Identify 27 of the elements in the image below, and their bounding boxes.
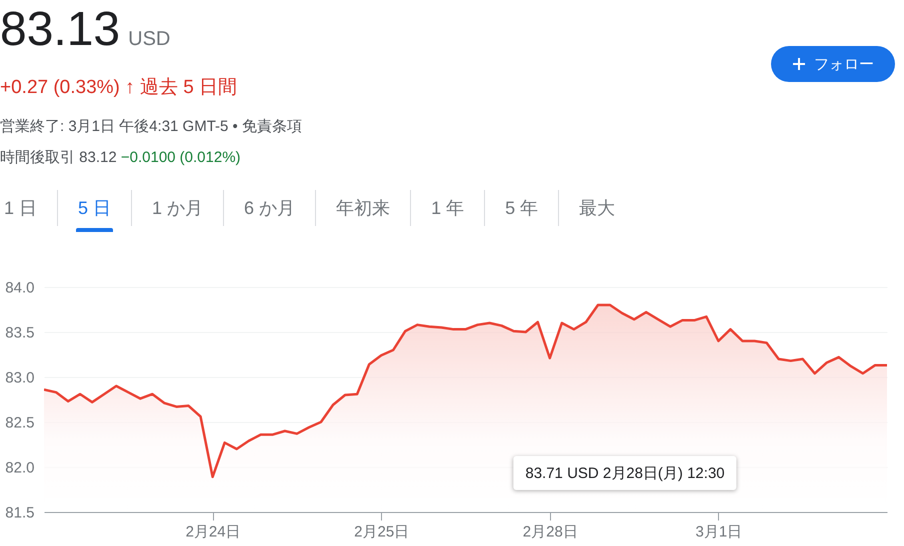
text: 営業終了: 3月1日 午後4:31 GMT-5 • 免責条項 xyxy=(0,117,302,136)
text: 1 日 xyxy=(3,197,38,220)
text: 時間後取引 83.12 xyxy=(0,149,117,166)
text: 1 か月 xyxy=(131,190,224,226)
text: −0.0100 (0.012%) xyxy=(120,149,241,166)
text: 年初来 xyxy=(315,190,410,226)
y-tick-label: 82.5 xyxy=(5,414,34,432)
y-tick-label: 81.5 xyxy=(5,504,34,522)
chart-title: 83.13 xyxy=(0,3,120,56)
annotation: 83.71 USD 2月28日(月) 12:30 xyxy=(525,464,725,482)
tooltip-box: 83.71 USD 2月28日(月) 12:30 xyxy=(513,456,737,490)
x-tick-label: 2月25日 xyxy=(354,524,410,540)
y-tick-label: 82.0 xyxy=(5,460,34,476)
text: USD xyxy=(128,28,170,50)
y-tick-label: 83.5 xyxy=(5,324,34,342)
chart-subtitle: +0.27 (0.33%) ↑ 過去 5 日間 xyxy=(0,76,238,100)
follow-button: フォロー xyxy=(771,46,895,82)
y-tick-label: 84.0 xyxy=(5,280,34,296)
x-tick-label: 2月28日 xyxy=(522,524,578,540)
x-tick-label: 2月24日 xyxy=(186,524,241,540)
text: 最大 xyxy=(558,190,636,226)
text: 5 年 xyxy=(484,190,558,226)
text: 5 日 xyxy=(57,190,132,226)
text: 1 年 xyxy=(410,190,484,226)
x-tick-label: 3月1日 xyxy=(696,524,742,540)
y-tick-label: 83.0 xyxy=(5,370,34,386)
text: 6 か月 xyxy=(223,190,316,226)
